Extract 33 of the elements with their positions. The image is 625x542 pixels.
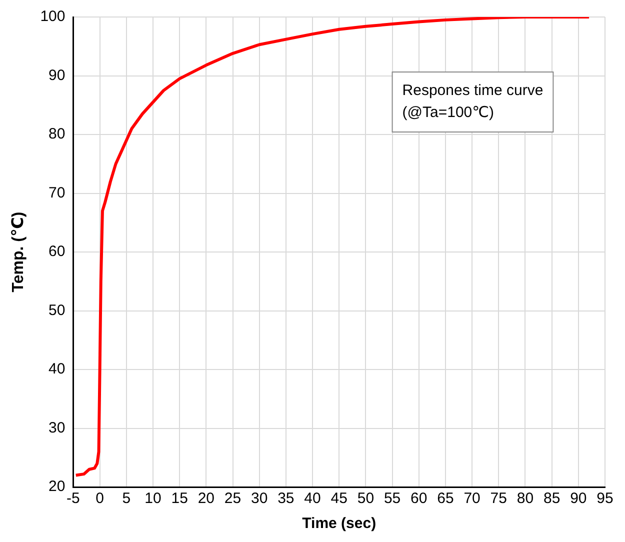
x-tick-label: 45 (330, 490, 348, 508)
x-tick-label: 75 (490, 490, 507, 508)
x-tick-label: 85 (543, 490, 560, 508)
x-tick-label: 65 (437, 490, 454, 508)
x-tick-label: 20 (198, 490, 215, 508)
x-tick-label: 5 (122, 490, 131, 508)
x-tick-label: 50 (357, 490, 374, 508)
y-axis-title: Temp. (℃) (10, 212, 28, 292)
y-tick-label: 20 (48, 478, 66, 496)
y-tick-label: 100 (40, 8, 66, 26)
y-tick-label: 90 (48, 66, 66, 84)
x-tick-label: 35 (278, 490, 294, 508)
y-tick-label: 80 (48, 126, 66, 143)
x-tick-label: 90 (570, 490, 587, 508)
x-tick-label: 80 (516, 490, 534, 508)
x-tick-label: 95 (596, 490, 614, 508)
annotation: Respones time curve (@Ta=100℃) (402, 82, 544, 122)
x-tick-label: 70 (464, 490, 480, 508)
x-tick-label: -5 (66, 490, 80, 508)
x-tick-label: 15 (171, 490, 188, 508)
x-tick-label: 10 (144, 490, 162, 508)
x-tick-label: 25 (224, 490, 242, 508)
x-tick-label: 40 (304, 490, 321, 508)
x-tick-label: 0 (96, 490, 104, 508)
y-tick-label: 70 (48, 184, 66, 202)
x-tick-label: 55 (384, 490, 401, 508)
x-tick-label: 60 (410, 490, 428, 508)
y-tick-label: 50 (48, 302, 66, 319)
x-axis-title: Time (sec) (302, 515, 376, 532)
x-tick-label: 30 (251, 490, 268, 508)
y-tick-label: 30 (48, 419, 66, 436)
y-tick-label: 40 (48, 360, 66, 378)
y-tick-label: 60 (48, 243, 66, 260)
